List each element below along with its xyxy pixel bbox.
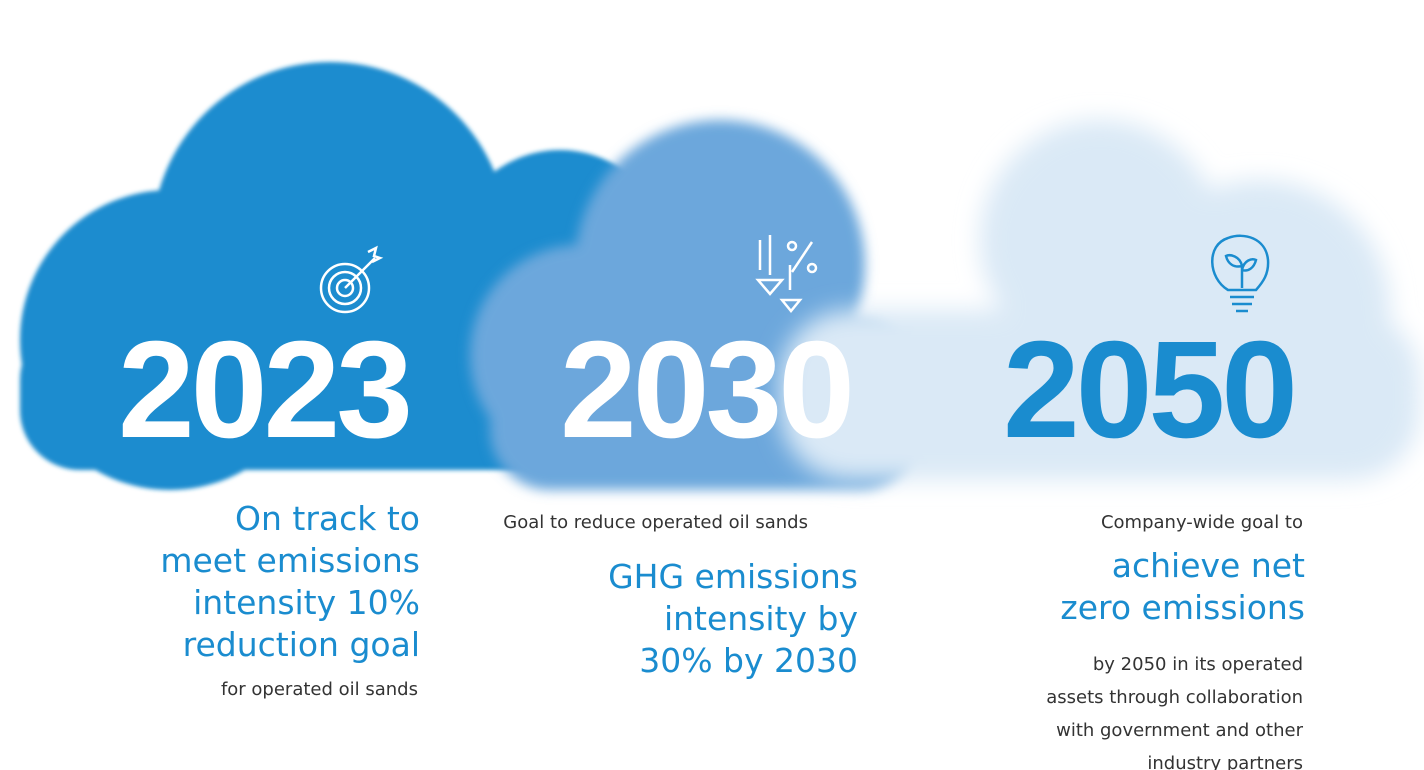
headline-text: 30% by 2030 xyxy=(639,641,858,680)
intro-text: Goal to reduce operated oil sands xyxy=(503,512,808,533)
headline-text: zero emissions xyxy=(1060,588,1305,627)
headline-text: intensity 10% xyxy=(193,583,420,622)
cloud-3 xyxy=(780,120,1420,480)
detail-text: by 2050 in its operated xyxy=(1093,654,1303,675)
headline-text: achieve net xyxy=(1112,546,1305,585)
headline-text: On track to xyxy=(235,499,420,538)
target-icon xyxy=(319,245,384,314)
percent-down-icon xyxy=(755,235,818,313)
year: 2023 xyxy=(118,313,409,467)
detail-text: with government and other xyxy=(1056,720,1304,741)
headline-text: reduction goal xyxy=(183,625,420,664)
headline-text: meet emissions xyxy=(160,541,420,580)
headline-text: intensity by xyxy=(664,599,858,638)
bulb-icon xyxy=(1211,234,1270,313)
headline-text: GHG emissions xyxy=(608,557,858,596)
detail-text: industry partners xyxy=(1147,753,1303,770)
detail-text: assets through collaboration xyxy=(1046,687,1303,708)
detail-text: for operated oil sands xyxy=(221,679,418,700)
year: 2050 xyxy=(1003,313,1294,467)
year: 2030 xyxy=(560,313,851,467)
intro-text: Company-wide goal to xyxy=(1101,512,1303,533)
